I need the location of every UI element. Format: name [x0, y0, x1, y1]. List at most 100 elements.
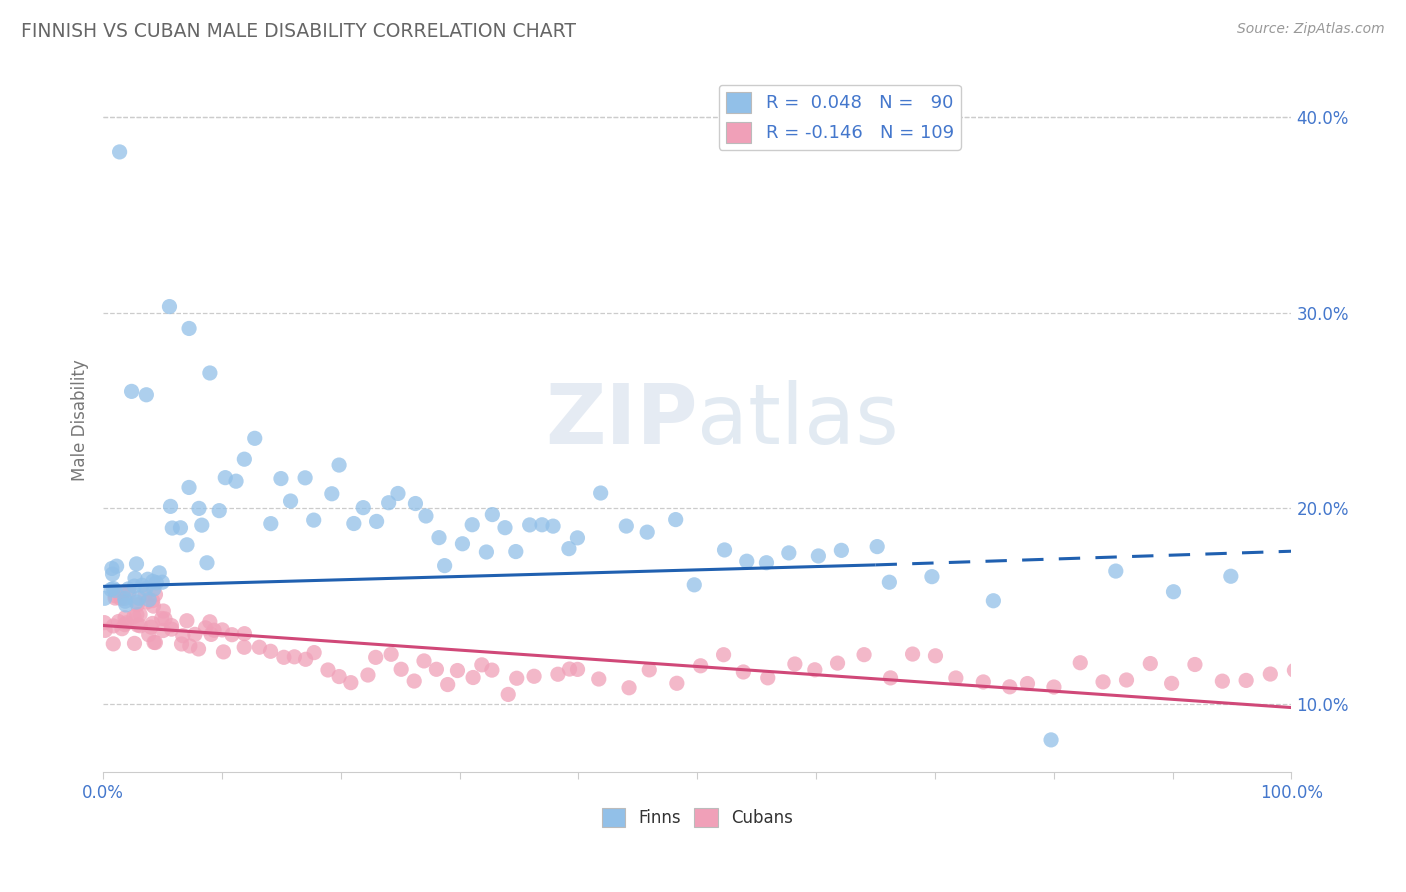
Point: [415, 508, 437, 523]
Point: [273, 650, 295, 665]
Point: [129, 619, 152, 633]
Point: [567, 662, 589, 676]
Point: [145, 575, 167, 590]
Point: [118, 585, 141, 599]
Point: [247, 640, 270, 655]
Point: [259, 644, 281, 658]
Point: [506, 671, 529, 685]
Point: [983, 593, 1005, 607]
Point: [404, 674, 426, 689]
Point: [94, 624, 117, 638]
Point: [93, 615, 115, 630]
Point: [124, 579, 146, 593]
Point: [755, 556, 778, 570]
Point: [114, 594, 136, 608]
Y-axis label: Male Disability: Male Disability: [72, 359, 89, 481]
Point: [152, 624, 174, 638]
Point: [901, 647, 924, 661]
Point: [212, 645, 235, 659]
Point: [713, 543, 735, 558]
Point: [101, 567, 124, 582]
Point: [433, 558, 456, 573]
Point: [145, 587, 167, 601]
Point: [366, 515, 388, 529]
Point: [141, 616, 163, 631]
Point: [233, 452, 256, 467]
Point: [924, 648, 946, 663]
Point: [617, 681, 640, 695]
Point: [1069, 656, 1091, 670]
Point: [683, 578, 706, 592]
Point: [93, 591, 115, 606]
Point: [316, 663, 339, 677]
Point: [340, 675, 363, 690]
Point: [505, 544, 527, 558]
Point: [1184, 657, 1206, 672]
Point: [145, 635, 167, 649]
Point: [352, 500, 374, 515]
Point: [243, 431, 266, 445]
Point: [827, 656, 849, 670]
Point: [364, 650, 387, 665]
Point: [198, 366, 221, 380]
Point: [689, 658, 711, 673]
Point: [328, 669, 350, 683]
Point: [481, 508, 503, 522]
Point: [153, 612, 176, 626]
Point: [103, 619, 125, 633]
Point: [294, 652, 316, 666]
Point: [187, 641, 209, 656]
Point: [461, 671, 484, 685]
Point: [1234, 673, 1257, 688]
Point: [541, 519, 564, 533]
Point: [191, 518, 214, 533]
Point: [588, 672, 610, 686]
Point: [233, 626, 256, 640]
Point: [124, 636, 146, 650]
Point: [283, 649, 305, 664]
Point: [1219, 569, 1241, 583]
Point: [778, 546, 800, 560]
Point: [110, 591, 132, 606]
Point: [567, 531, 589, 545]
Point: [665, 512, 688, 526]
Point: [404, 497, 426, 511]
Point: [114, 611, 136, 625]
Point: [135, 581, 157, 595]
Point: [713, 648, 735, 662]
Point: [1284, 663, 1306, 677]
Point: [1017, 676, 1039, 690]
Point: [152, 604, 174, 618]
Point: [105, 559, 128, 574]
Point: [115, 598, 138, 612]
Point: [170, 637, 193, 651]
Point: [122, 609, 145, 624]
Point: [150, 575, 173, 590]
Point: [1040, 732, 1063, 747]
Point: [389, 662, 412, 676]
Point: [427, 531, 450, 545]
Point: [139, 620, 162, 634]
Text: atlas: atlas: [697, 380, 898, 461]
Legend: Finns, Cubans: Finns, Cubans: [595, 802, 800, 834]
Point: [387, 486, 409, 500]
Point: [302, 646, 325, 660]
Point: [436, 677, 458, 691]
Point: [200, 627, 222, 641]
Point: [127, 598, 149, 612]
Point: [225, 474, 247, 488]
Point: [115, 615, 138, 630]
Point: [451, 537, 474, 551]
Point: [160, 618, 183, 632]
Point: [176, 614, 198, 628]
Point: [142, 582, 165, 596]
Point: [1115, 673, 1137, 687]
Point: [425, 662, 447, 676]
Point: [104, 591, 127, 605]
Point: [136, 572, 159, 586]
Point: [807, 549, 830, 563]
Point: [475, 545, 498, 559]
Point: [547, 667, 569, 681]
Point: [830, 543, 852, 558]
Point: [128, 591, 150, 606]
